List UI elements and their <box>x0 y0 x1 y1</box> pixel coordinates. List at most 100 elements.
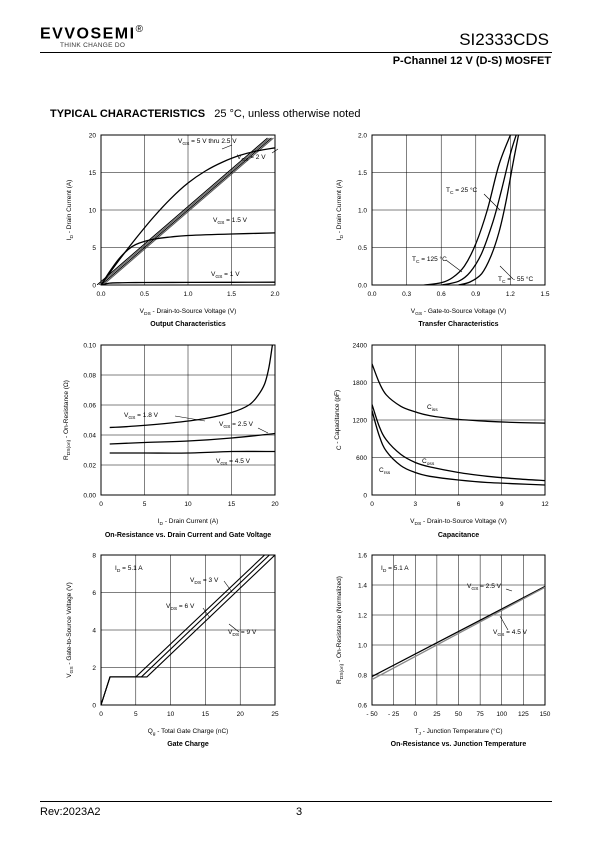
chart-annotation: ID = 5.1 A <box>381 565 409 574</box>
label-leader <box>174 415 206 422</box>
series-label: VGS = 4.5 V <box>493 629 528 638</box>
x-tick-label: 0 <box>413 711 417 718</box>
y-tick-label: 0.06 <box>83 403 96 410</box>
label-leader <box>499 615 509 631</box>
series-label: VGS = 2.5 V <box>467 583 502 592</box>
x-tick-label: 1.0 <box>183 291 192 298</box>
series-label: Crss <box>379 467 391 476</box>
y-axis-title: RDS(on) - On-Resistance (Ω) <box>63 380 72 460</box>
series-line <box>423 135 512 285</box>
label-leader <box>271 148 279 154</box>
x-tick-label: 0 <box>99 711 103 718</box>
series-label: VGS = 1.8 V <box>124 412 159 421</box>
x-tick-label: 10 <box>167 711 175 718</box>
chart-annotation: ID = 5.1 A <box>115 565 143 574</box>
x-tick-label: 10 <box>184 501 192 508</box>
y-tick-label: 1200 <box>353 418 368 425</box>
y-axis-title: VGS - Gate-to-Source Voltage (V) <box>66 582 75 678</box>
footer-revision: Rev:2023A2 <box>40 806 101 818</box>
y-tick-label: 2400 <box>353 343 368 350</box>
plot-frame <box>371 344 546 496</box>
y-axis-title: C - Capacitance (pF) <box>334 390 343 450</box>
chart-title: Capacitance <box>438 532 479 539</box>
x-axis-title: ID - Drain Current (A) <box>158 518 219 527</box>
plot-frame <box>100 134 276 286</box>
series-label: Coss <box>422 458 435 467</box>
y-tick-label: 0.0 <box>358 283 367 290</box>
x-tick-label: 5 <box>143 501 147 508</box>
y-tick-label: 0 <box>92 283 96 290</box>
y-tick-label: 0.00 <box>83 493 96 500</box>
y-tick-label: 0.02 <box>83 463 96 470</box>
series-line <box>372 586 545 681</box>
y-tick-label: 2.0 <box>358 133 367 140</box>
x-tick-label: 1.5 <box>540 291 549 298</box>
y-tick-label: 8 <box>92 553 96 560</box>
section-heading: TYPICAL CHARACTERISTICS <box>50 108 206 120</box>
label-leader <box>257 427 269 434</box>
chart-title: Gate Charge <box>167 741 209 748</box>
chart-output: 0.0 0.5 1.0 1.5 2.0 0 5 10 15 20 VGS = 5 V thru 2.… <box>66 133 280 329</box>
series-label: VDS = 6 V <box>166 603 195 612</box>
plot-frame <box>371 554 546 706</box>
x-tick-label: 50 <box>455 711 463 718</box>
label-leader <box>445 259 463 273</box>
chart-title: Output Characteristics <box>150 321 226 328</box>
series-line <box>458 135 520 285</box>
y-tick-label: 4 <box>92 628 96 635</box>
label-leader <box>202 607 211 619</box>
y-tick-label: 600 <box>356 455 367 462</box>
y-tick-label: 0.6 <box>358 703 367 710</box>
y-tick-label: 0.8 <box>358 673 367 680</box>
series-line <box>441 135 517 285</box>
y-tick-label: 2 <box>92 665 96 672</box>
x-axis-title: Qg - Total Gate Charge (nC) <box>148 728 229 737</box>
series-label: VGS = 1.5 V <box>213 217 248 226</box>
x-tick-label: 0.9 <box>471 291 480 298</box>
chart-title: On-Resistance vs. Junction Temperature <box>391 741 527 748</box>
x-tick-label: 9 <box>500 501 504 508</box>
x-tick-label: 0.6 <box>437 291 446 298</box>
y-axis-title: ID - Drain Current (A) <box>336 180 345 241</box>
label-leader <box>499 265 514 280</box>
x-tick-label: 150 <box>540 711 551 718</box>
series-label: VGS = 4.5 V <box>216 458 251 467</box>
footer-page-number: 3 <box>296 806 303 818</box>
brand-tagline: THINK CHANGE DO <box>60 42 126 49</box>
x-tick-label: 25 <box>271 711 279 718</box>
footer-rule <box>40 801 552 802</box>
label-leader <box>505 588 513 592</box>
x-tick-label: - 50 <box>366 711 378 718</box>
x-tick-label: 0.0 <box>96 291 105 298</box>
x-tick-label: 2.0 <box>270 291 279 298</box>
series-line <box>101 555 275 705</box>
label-leader <box>228 623 240 633</box>
x-axis-title: VDS - Drain-to-Source Voltage (V) <box>140 308 237 317</box>
header-rule <box>40 52 552 53</box>
label-leader <box>221 144 233 150</box>
series-label: TC = 25 °C <box>446 186 478 196</box>
plot-frame <box>100 554 276 706</box>
chart-temp: - 50 - 25 0 25 50 75 100 125 150 0.6 0.8 1.0 1.2 1.4 1… <box>336 553 551 749</box>
x-tick-label: 5 <box>134 711 138 718</box>
series-line <box>372 404 545 482</box>
x-tick-label: 1.2 <box>506 291 515 298</box>
y-tick-label: 1.2 <box>358 613 367 620</box>
y-tick-label: 1.4 <box>358 583 367 590</box>
series-line <box>372 585 545 678</box>
y-tick-label: 1.0 <box>358 643 367 650</box>
series-label: VGS = 1 V <box>211 271 240 280</box>
series-label: TC = - 55 °C <box>498 275 534 285</box>
x-tick-label: 15 <box>202 711 210 718</box>
series-line <box>109 345 274 429</box>
x-tick-label: 0.3 <box>402 291 411 298</box>
x-tick-label: 20 <box>271 501 279 508</box>
series-label: VGS = 2.5 V <box>219 421 254 430</box>
series-label: Ciss <box>427 404 438 413</box>
y-tick-label: 1800 <box>353 380 368 387</box>
x-tick-label: 0.0 <box>367 291 376 298</box>
series-label: VGS = 5 V thru 2.5 V <box>178 138 237 147</box>
series-line <box>109 432 275 445</box>
y-tick-label: 1.5 <box>358 170 367 177</box>
series-line <box>101 232 275 285</box>
